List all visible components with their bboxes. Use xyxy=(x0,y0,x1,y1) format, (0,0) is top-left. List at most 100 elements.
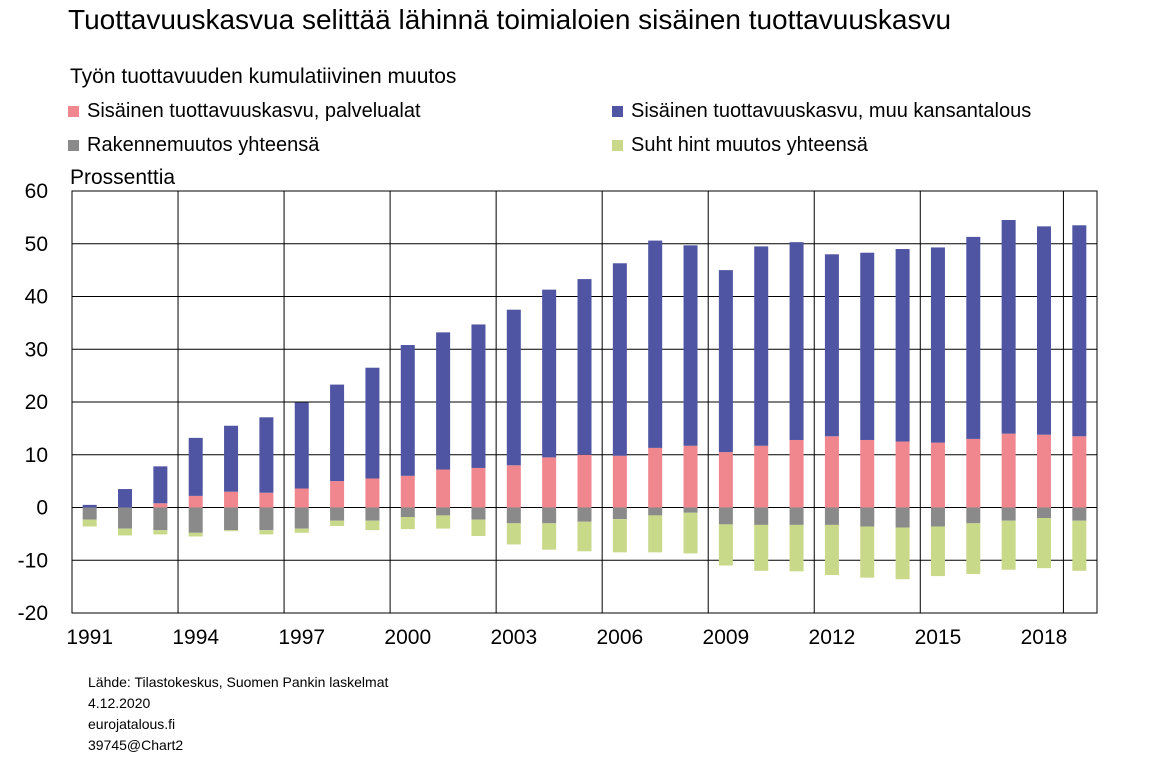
y-tick-label: 20 xyxy=(25,391,48,414)
bar-2008-series-2 xyxy=(683,245,698,446)
y-tick-label: 40 xyxy=(25,286,48,309)
bar-1999-series-1 xyxy=(365,478,380,508)
bar-1997-series-1 xyxy=(294,488,309,508)
bar-2007-series-2 xyxy=(648,240,663,448)
bar-1999-series-4 xyxy=(365,520,380,531)
bar-1998-series-4 xyxy=(330,520,345,526)
bar-2018-series-4 xyxy=(1036,518,1051,569)
bar-2006-series-1 xyxy=(612,455,627,508)
bar-1993-series-1 xyxy=(153,503,168,508)
bar-2014-series-3 xyxy=(895,507,910,528)
legend-item-muu-kansantalous: Sisäinen tuottavuuskasvu, muu kansantalo… xyxy=(612,100,1031,123)
bar-2019-series-3 xyxy=(1072,507,1087,521)
bar-2006-series-3 xyxy=(612,507,627,520)
bar-2010-series-3 xyxy=(754,507,769,525)
legend-swatch xyxy=(68,140,79,151)
bar-2011-series-4 xyxy=(789,524,804,572)
bar-2005-series-4 xyxy=(577,521,592,552)
x-tick-label: 2003 xyxy=(490,626,537,649)
bar-2002-series-1 xyxy=(471,467,486,508)
x-tick-label: 1997 xyxy=(278,626,325,649)
plot-frame xyxy=(71,190,1098,614)
bar-2015-series-2 xyxy=(930,247,945,443)
footer-site: eurojatalous.fi xyxy=(88,716,176,732)
bar-2015-series-4 xyxy=(930,526,945,577)
bar-2002-series-2 xyxy=(471,324,486,468)
bar-1994-series-2 xyxy=(188,437,203,496)
bar-2016-series-1 xyxy=(966,438,981,508)
bar-2007-series-3 xyxy=(648,507,663,516)
bar-1998-series-1 xyxy=(330,481,345,508)
bar-1995-series-1 xyxy=(224,491,239,508)
bar-2002-series-3 xyxy=(471,507,486,520)
bar-1991-series-2 xyxy=(82,504,97,508)
bar-2008-series-4 xyxy=(683,512,698,554)
bar-2018-series-2 xyxy=(1036,226,1051,435)
x-tick-label: 2009 xyxy=(703,626,750,649)
bar-1995-series-4 xyxy=(224,530,239,532)
bar-2003-series-4 xyxy=(506,523,521,545)
bar-2012-series-2 xyxy=(824,254,839,437)
bar-2011-series-3 xyxy=(789,507,804,525)
y-tick-label: -10 xyxy=(18,549,48,572)
legend-swatch xyxy=(68,106,79,117)
bar-2013-series-4 xyxy=(860,526,875,578)
x-tick-label: 1994 xyxy=(172,626,219,649)
bar-2012-series-4 xyxy=(824,524,839,576)
bar-1991-series-4 xyxy=(82,519,97,527)
bar-2006-series-2 xyxy=(612,263,627,456)
bar-2014-series-2 xyxy=(895,249,910,442)
bar-1996-series-3 xyxy=(259,507,274,531)
x-tick-label: 1991 xyxy=(66,626,113,649)
bar-2015-series-1 xyxy=(930,442,945,508)
bar-2000-series-4 xyxy=(400,516,415,530)
x-tick-label: 2018 xyxy=(1021,626,1068,649)
bar-2008-series-1 xyxy=(683,445,698,508)
y-tick-label: -20 xyxy=(18,602,48,625)
legend-label: Rakennemuutos yhteensä xyxy=(87,134,320,156)
y-axis-label: Prossenttia xyxy=(70,166,176,189)
bar-2009-series-2 xyxy=(718,270,733,453)
bar-2004-series-3 xyxy=(542,507,557,524)
y-tick-label: 0 xyxy=(36,497,48,520)
bar-2001-series-2 xyxy=(436,332,451,470)
bar-2019-series-4 xyxy=(1072,520,1087,571)
legend-swatch xyxy=(612,106,623,117)
bar-2005-series-2 xyxy=(577,279,592,455)
bar-2011-series-2 xyxy=(789,242,804,440)
legend-label: Sisäinen tuottavuuskasvu, palvelualat xyxy=(87,100,421,122)
legend-item-suht-hint: Suht hint muutos yhteensä xyxy=(612,134,868,157)
bar-2017-series-1 xyxy=(1001,433,1016,508)
bar-2013-series-2 xyxy=(860,252,875,440)
bar-2010-series-2 xyxy=(754,246,769,446)
legend-label: Sisäinen tuottavuuskasvu, muu kansantalo… xyxy=(631,100,1032,122)
bar-2016-series-3 xyxy=(966,507,981,524)
bar-2001-series-3 xyxy=(436,507,451,516)
bar-2009-series-3 xyxy=(718,507,733,525)
bar-1993-series-3 xyxy=(153,507,168,531)
bar-1991-series-3 xyxy=(82,507,97,520)
legend-item-rakennemuutos: Rakennemuutos yhteensä xyxy=(68,134,319,157)
bar-1993-series-4 xyxy=(153,530,168,535)
chart-subtitle: Työn tuottavuuden kumulatiivinen muutos xyxy=(70,65,457,88)
bar-2014-series-1 xyxy=(895,441,910,508)
bar-2013-series-3 xyxy=(860,507,875,527)
bar-1997-series-2 xyxy=(294,402,309,489)
bar-2014-series-4 xyxy=(895,527,910,580)
bar-1996-series-4 xyxy=(259,530,274,535)
bar-2003-series-3 xyxy=(506,507,521,524)
bar-2017-series-3 xyxy=(1001,507,1016,521)
bar-2016-series-2 xyxy=(966,236,981,439)
bar-1993-series-2 xyxy=(153,466,168,504)
bar-1997-series-4 xyxy=(294,528,309,533)
bar-2001-series-1 xyxy=(436,469,451,508)
bar-2005-series-3 xyxy=(577,507,592,522)
bar-2005-series-1 xyxy=(577,454,592,508)
bar-2004-series-4 xyxy=(542,523,557,550)
bar-1994-series-4 xyxy=(188,532,203,537)
bar-2004-series-1 xyxy=(542,457,557,508)
bar-2015-series-3 xyxy=(930,507,945,527)
bar-2000-series-2 xyxy=(400,345,415,476)
legend-item-palvelualat: Sisäinen tuottavuuskasvu, palvelualat xyxy=(68,100,421,123)
x-tick-label: 2006 xyxy=(596,626,643,649)
